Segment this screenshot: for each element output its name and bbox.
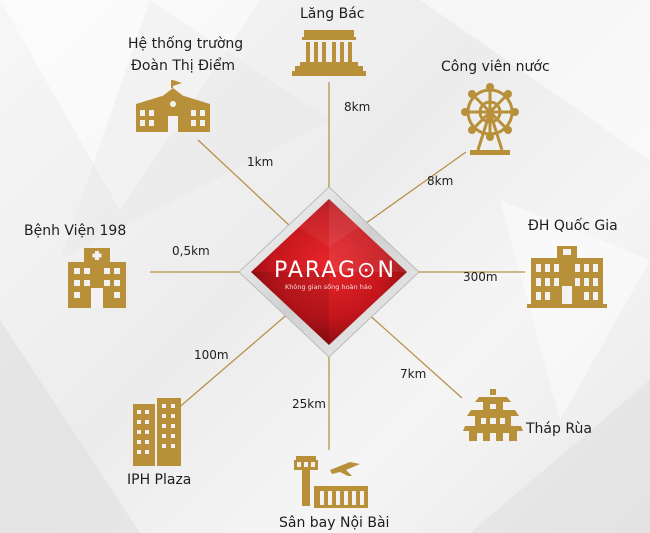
place-label-benh-vien: Bệnh Viện 198 bbox=[24, 223, 127, 239]
place-label-san-bay: Sân bay Nội Bài bbox=[279, 515, 390, 531]
place-label-truong-hoc-line1: Hệ thống trường bbox=[128, 36, 244, 52]
distance-truong-hoc: 1km bbox=[247, 155, 274, 169]
paragon-logo-diamond bbox=[239, 187, 419, 357]
place-label-truong-hoc-line2: Đoàn Thị Điểm bbox=[131, 58, 236, 74]
mausoleum-icon bbox=[292, 30, 366, 76]
place-label-thap-rua: Tháp Rùa bbox=[526, 421, 592, 437]
place-label-dh-quoc-gia: ĐH Quốc Gia bbox=[528, 218, 618, 234]
hospital-icon bbox=[68, 248, 126, 308]
distance-cong-vien-nuoc: 8km bbox=[427, 174, 454, 188]
school-icon bbox=[136, 80, 210, 132]
line-thap-rua bbox=[365, 311, 463, 399]
airport-icon bbox=[294, 456, 368, 508]
place-label-cong-vien-nuoc: Công viên nước bbox=[441, 59, 550, 75]
place-label-lang-bac: Lăng Bác bbox=[300, 6, 365, 22]
distance-san-bay: 25km bbox=[292, 397, 326, 411]
line-cong-vien-nuoc bbox=[361, 151, 467, 227]
university-icon bbox=[527, 246, 607, 308]
office-towers-icon bbox=[133, 398, 181, 466]
distance-iph-plaza: 100m bbox=[194, 348, 229, 362]
line-truong-hoc bbox=[197, 139, 291, 227]
distance-thap-rua: 7km bbox=[400, 367, 427, 381]
paragon-brand-text: PARAG⊙N bbox=[274, 258, 396, 283]
distance-lang-bac: 8km bbox=[344, 100, 371, 114]
ferris-wheel-icon bbox=[461, 83, 519, 155]
pagoda-icon bbox=[463, 389, 523, 441]
paragon-tagline: Không gian sống hoàn hảo bbox=[285, 283, 372, 291]
place-label-iph-plaza: IPH Plaza bbox=[127, 472, 192, 488]
line-iph-plaza bbox=[175, 311, 291, 411]
distance-benh-vien: 0,5km bbox=[172, 244, 210, 258]
distance-dh-quoc-gia: 300m bbox=[463, 270, 498, 284]
